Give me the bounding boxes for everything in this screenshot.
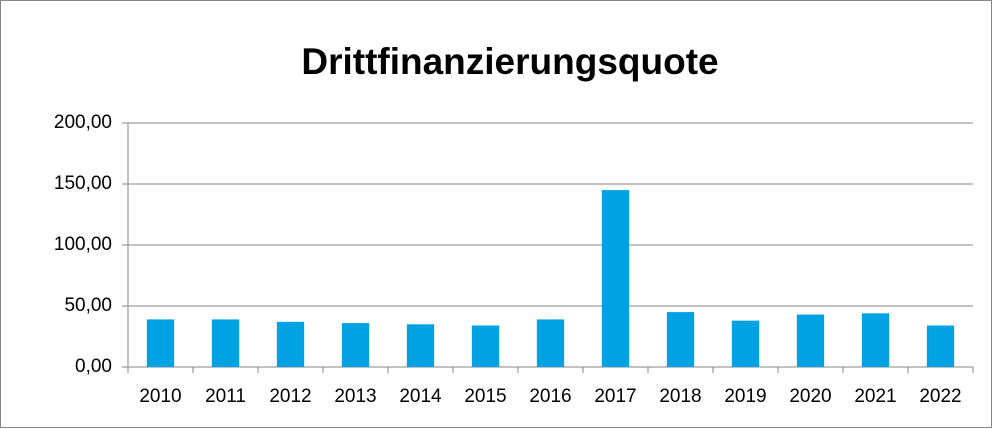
y-tick-label: 0,00: [75, 356, 112, 377]
chart-title: Drittfinanzierungsquote: [301, 41, 718, 82]
x-tick-label: 2019: [724, 386, 766, 407]
x-tick-label: 2015: [464, 386, 506, 407]
bar: [666, 312, 695, 367]
x-tick-label: 2013: [334, 386, 376, 407]
bar: [926, 325, 955, 367]
x-tick-label: 2010: [139, 386, 181, 407]
x-tick-label: 2022: [919, 386, 961, 407]
bar: [601, 190, 630, 367]
bar: [471, 325, 500, 367]
x-tick-label: 2020: [789, 386, 831, 407]
y-tick-label: 50,00: [64, 295, 112, 316]
x-tick-label: 2014: [399, 386, 442, 407]
bar: [731, 320, 760, 367]
bar: [211, 319, 240, 367]
x-tick-label: 2011: [205, 386, 246, 407]
y-tick-label: 200,00: [54, 112, 112, 133]
x-tick-label: 2017: [594, 386, 636, 407]
y-tick-label: 150,00: [54, 173, 112, 194]
bar: [796, 314, 825, 367]
bar: [341, 323, 370, 367]
bar: [406, 324, 435, 367]
bar: [146, 319, 175, 367]
bar: [276, 321, 305, 367]
bar: [536, 319, 565, 367]
x-tick-label: 2018: [659, 386, 701, 407]
y-tick-label: 100,00: [54, 234, 112, 255]
x-tick-label: 2016: [529, 386, 571, 407]
x-tick-label: 2012: [269, 386, 311, 407]
x-tick-label: 2021: [854, 386, 896, 407]
bar: [861, 313, 890, 367]
